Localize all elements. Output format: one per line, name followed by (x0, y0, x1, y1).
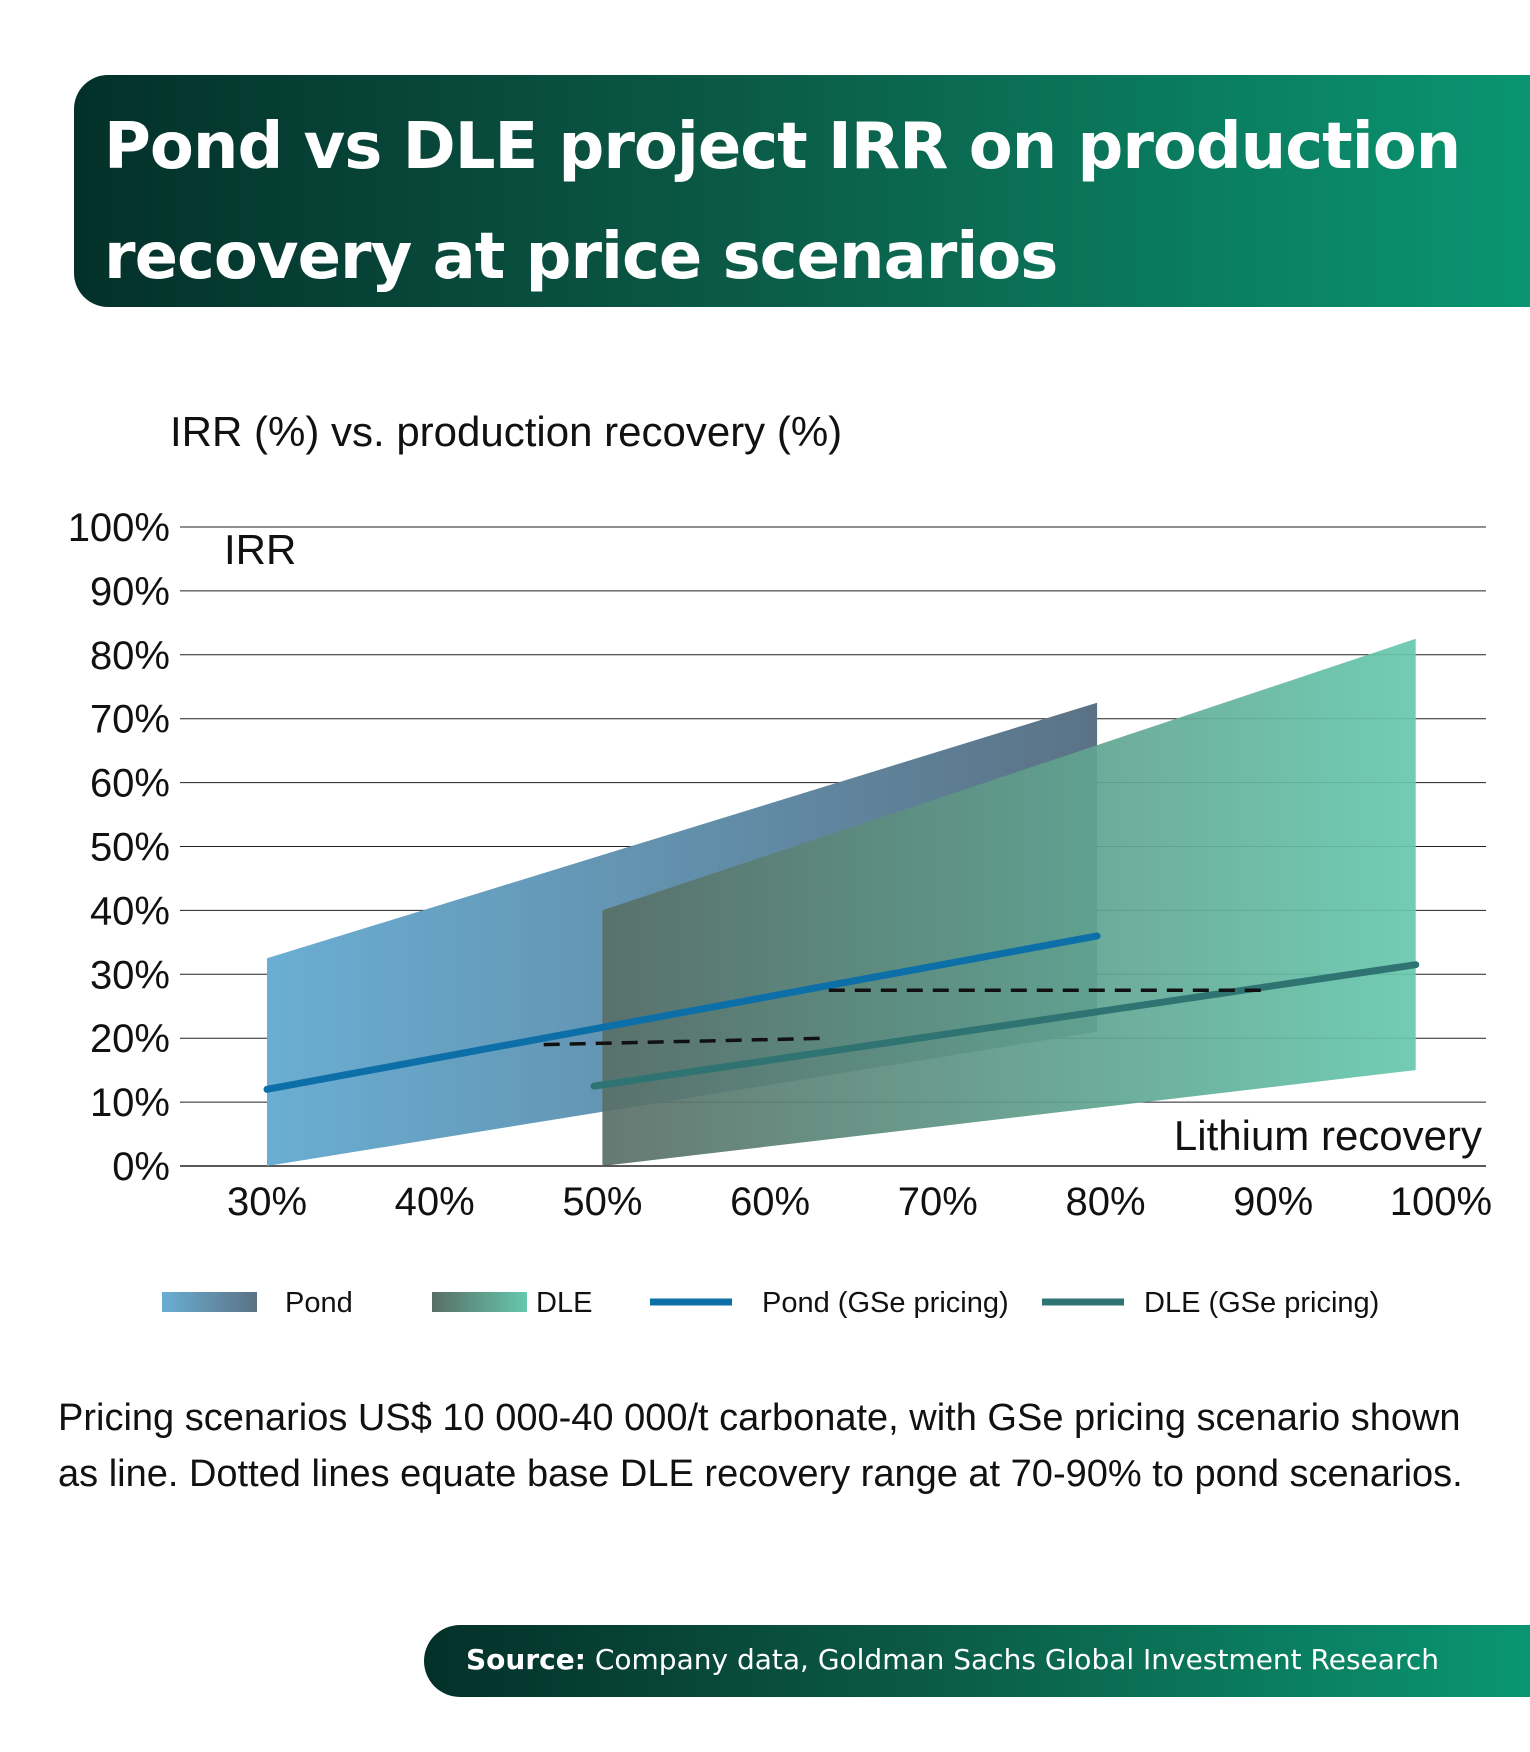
y-tick-label: 0% (112, 1145, 170, 1189)
x-tick-label: 30% (227, 1180, 307, 1224)
y-tick-label: 40% (90, 889, 170, 933)
y-tick-label: 90% (90, 570, 170, 614)
x-axis-title: Lithium recovery (1174, 1112, 1482, 1159)
legend-label: Pond (GSe pricing) (762, 1287, 1009, 1319)
y-tick-label: 100% (68, 506, 170, 550)
y-tick-label: 30% (90, 953, 170, 997)
irr-chart: 0% 10% 20% 30% 40% 50% 60% 70% 80% 90% 100% 30% 40%… (68, 506, 1492, 1319)
legend-swatch (432, 1292, 527, 1312)
legend: Pond DLE Pond (GSe pricing) DLE (GSe pricin… (162, 1287, 1379, 1319)
band-dle (602, 638, 1416, 1166)
source-bar (424, 1625, 1530, 1697)
source-credit: Source: Company data, Goldman Sachs Glob… (466, 1643, 1439, 1676)
legend-swatch (162, 1292, 257, 1312)
x-tick-label: 70% (898, 1180, 978, 1224)
x-tick-label: 90% (1233, 1180, 1313, 1224)
y-axis-title: IRR (224, 526, 296, 573)
chart-title: IRR (%) vs. production recovery (%) (170, 408, 843, 455)
legend-label: Pond (285, 1287, 353, 1319)
x-tick-label: 100% (1390, 1180, 1492, 1224)
legend-label: DLE (536, 1287, 592, 1319)
y-tick-label: 10% (90, 1081, 170, 1125)
x-tick-label: 80% (1065, 1180, 1145, 1224)
pond-gse-line (263, 932, 1101, 1093)
y-tick-label: 80% (90, 634, 170, 678)
dle-gse-line (590, 961, 1420, 1090)
x-tick-label: 50% (562, 1180, 642, 1224)
x-tick-label: 60% (730, 1180, 810, 1224)
x-tick-label: 40% (395, 1180, 475, 1224)
legend-label: DLE (GSe pricing) (1144, 1287, 1379, 1319)
source-value: Company data, Goldman Sachs Global Inves… (585, 1643, 1439, 1676)
y-tick-label: 20% (90, 1017, 170, 1061)
dotted-reference-line (543, 1036, 829, 1047)
y-tick-label: 60% (90, 762, 170, 806)
y-tick-label: 70% (90, 698, 170, 742)
y-tick-label: 50% (90, 826, 170, 870)
title-banner (74, 75, 1530, 307)
page-title: Pond vs DLE project IRR on production re… (104, 110, 1461, 294)
source-label: Source: (466, 1643, 586, 1676)
chart-note: Pricing scenarios US$ 10 000-40 000/t ca… (58, 1397, 1463, 1495)
